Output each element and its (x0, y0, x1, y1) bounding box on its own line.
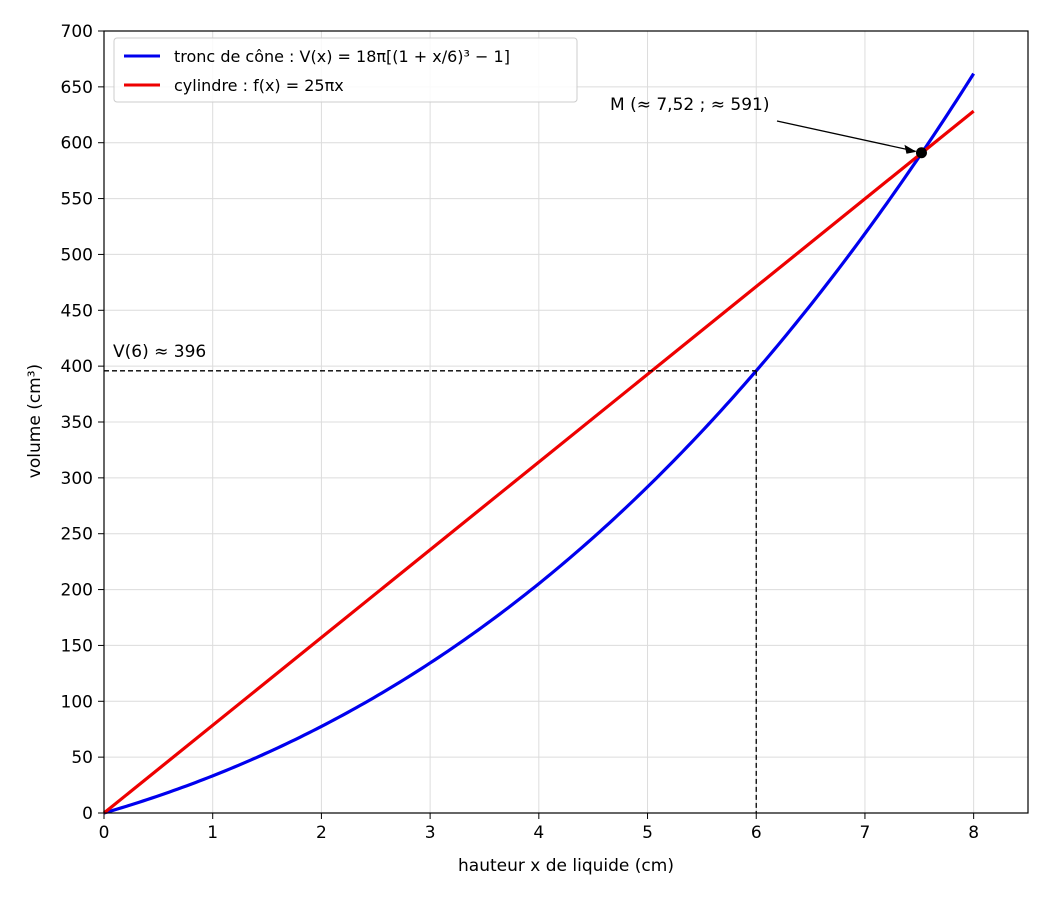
y-tick-label: 550 (61, 190, 93, 210)
series-line-cylinder (102, 109, 975, 815)
x-tick-label: 8 (968, 823, 979, 843)
x-tick-label: 1 (207, 823, 218, 843)
y-tick-label: 700 (61, 22, 93, 42)
y-tick-label: 200 (61, 581, 93, 601)
y-tick-label: 400 (61, 357, 93, 377)
legend-box (113, 37, 578, 103)
x-tick-label: 7 (860, 823, 871, 843)
annotation-v6-label: V(6) ≈ 396 (113, 342, 206, 362)
annotation-arrow-head (904, 144, 917, 154)
y-tick-label: 0 (82, 804, 93, 824)
intersection-point (915, 147, 927, 159)
annotation-arrow-line (776, 120, 916, 152)
x-axis-label: hauteur x de liquide (cm) (458, 856, 674, 876)
y-tick-label: 100 (61, 692, 93, 712)
y-tick-label: 450 (61, 301, 93, 321)
x-tick-label: 3 (425, 823, 436, 843)
x-tick-label: 5 (642, 823, 653, 843)
annotation-m-label: M (≈ 7,52 ; ≈ 591) (610, 95, 769, 115)
y-tick-label: 350 (61, 413, 93, 433)
guide-lines (104, 370, 757, 813)
legend: tronc de cône : V(x) = 18π[(1 + x/6)³ − … (113, 37, 578, 103)
y-tick-label: 50 (71, 748, 93, 768)
x-tick-label: 0 (99, 823, 110, 843)
y-tick-label: 650 (61, 78, 93, 98)
legend-label-cone: tronc de cône : V(x) = 18π[(1 + x/6)³ − … (174, 47, 510, 66)
y-tick-label: 150 (61, 636, 93, 656)
y-tick-label: 300 (61, 469, 93, 489)
grid-lines (103, 30, 1028, 814)
y-tick-label: 500 (61, 245, 93, 265)
series-line-cone (103, 72, 976, 815)
legend-label-cylinder: cylindre : f(x) = 25πx (174, 76, 344, 95)
y-tick-label: 250 (61, 525, 93, 545)
annotations: V(6) ≈ 396 M (≈ 7,52 ; ≈ 591) (113, 95, 927, 362)
y-axis-label: volume (cm³) (25, 364, 45, 478)
tick-labels: 0 1 2 3 4 5 6 7 8 0 50 100 150 200 250 300 350 400 450 500 5… (61, 22, 980, 843)
x-tick-label: 2 (316, 823, 327, 843)
x-tick-label: 6 (751, 823, 762, 843)
curves (102, 72, 976, 815)
x-tick-label: 4 (533, 823, 544, 843)
y-tick-label: 600 (61, 134, 93, 154)
